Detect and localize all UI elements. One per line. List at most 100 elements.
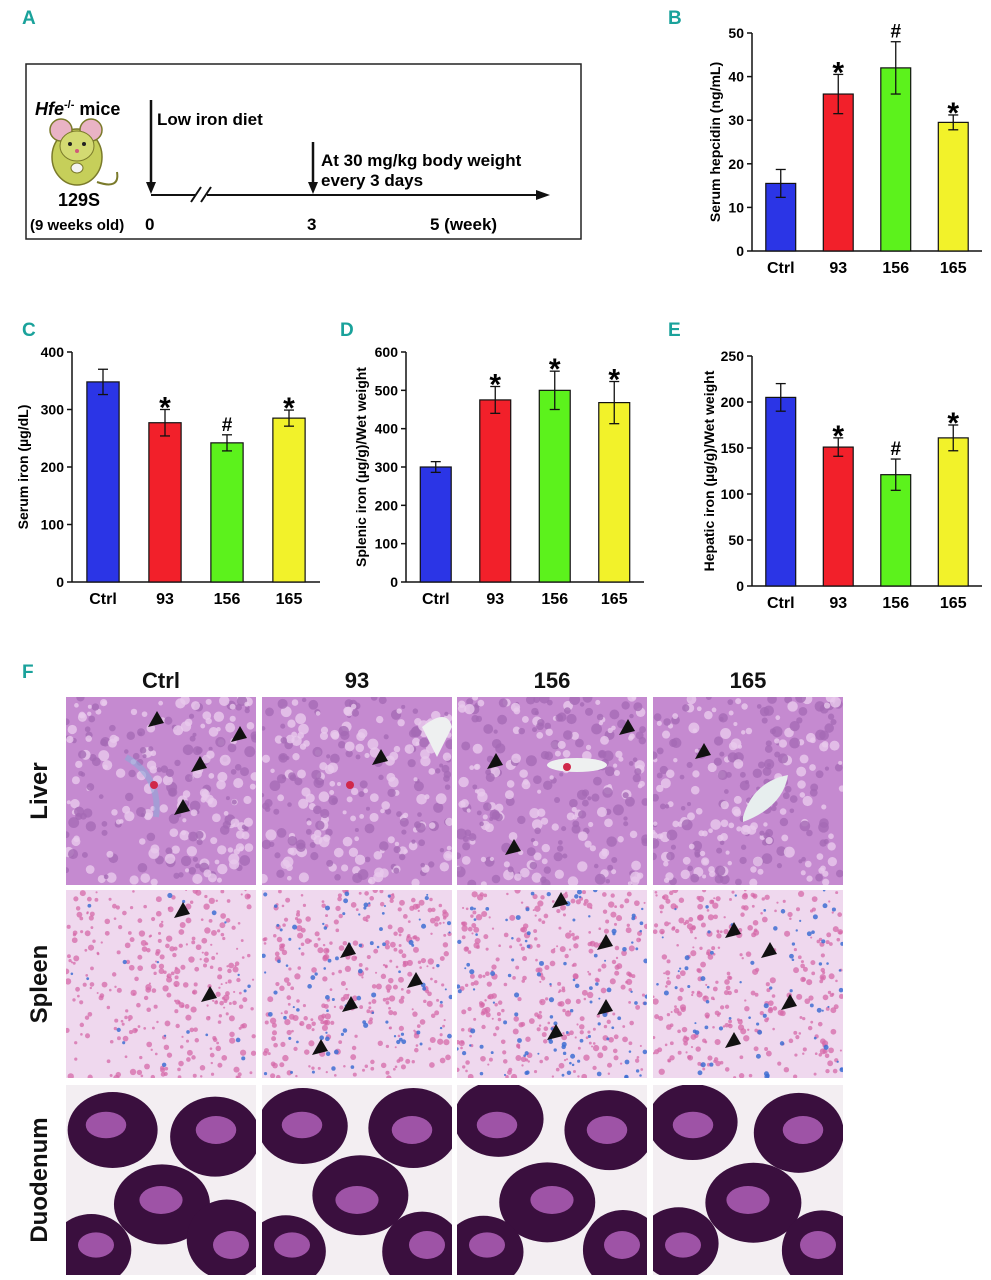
histology-image-liver-93: [262, 697, 452, 885]
chart-b-category-label: 156: [882, 260, 909, 277]
strain-gene-label: Hfe-/- mice: [35, 99, 120, 119]
chart-e-ytick-label: 200: [721, 394, 745, 410]
histology-arrowhead: [372, 749, 388, 765]
time-tick-5: 5 (week): [430, 215, 497, 234]
histology-arrowhead: [552, 892, 568, 908]
chart-c-ytick-label: 0: [56, 574, 64, 590]
histology-arrowhead: [201, 986, 217, 1002]
chart-e-bar-ctrl: [765, 396, 797, 587]
chart-c-significance-marker: *: [283, 392, 295, 425]
chart-e-category-label: 156: [882, 595, 909, 612]
histology-image-liver-156: [457, 697, 647, 885]
chart-c-ytick-label: 400: [41, 344, 65, 360]
chart-b-ytick-label: 50: [728, 25, 744, 41]
chart-b-ylabel: Serum hepcidin (ng/mL): [707, 62, 723, 222]
chart-c-bar-156: [210, 442, 244, 583]
histology-column-165: 165: [729, 668, 767, 693]
histology-image-spleen-ctrl: [66, 890, 256, 1078]
panel-label-a: A: [22, 8, 36, 29]
histology-image-spleen-156: [457, 890, 647, 1078]
strain-name: 129S: [58, 190, 100, 210]
age-label: (9 weeks old): [30, 217, 124, 234]
histology-arrowhead: [725, 922, 741, 938]
diet-label: Low iron diet: [157, 110, 263, 129]
chart-e-ytick-label: 50: [728, 532, 744, 548]
time-tick-0: 0: [145, 215, 154, 234]
chart-d-bar-ctrl: [419, 466, 452, 583]
chart-e-bar-93: [822, 446, 854, 587]
histology-image-spleen-93: [262, 890, 452, 1078]
chart-e-significance-marker: *: [947, 407, 959, 440]
chart-e-ytick-label: 0: [736, 578, 744, 594]
chart-d-category-label: 165: [601, 591, 628, 608]
histology-arrowhead: [725, 1032, 741, 1048]
histology-arrowhead: [312, 1039, 328, 1055]
chart-d-ytick-label: 200: [375, 497, 399, 513]
histology-arrowhead: [547, 1024, 563, 1040]
histology-arrowhead: [231, 726, 247, 742]
dose-label-line1: At 30 mg/kg body weight: [321, 151, 522, 170]
chart-d-ytick-label: 0: [390, 574, 398, 590]
chart-e-category-label: Ctrl: [767, 595, 795, 612]
chart-b-significance-marker: *: [832, 56, 844, 89]
chart-c-category-label: 165: [276, 591, 303, 608]
histology-arrowhead: [191, 756, 207, 772]
histology-arrowhead: [695, 743, 711, 759]
chart-d-category-label: Ctrl: [422, 591, 450, 608]
chart-c-significance-marker: *: [159, 392, 171, 425]
histology-arrowhead: [342, 996, 358, 1012]
chart-e-ytick-label: 250: [721, 348, 745, 364]
histology-arrowhead: [761, 942, 777, 958]
chart-b-category-label: 93: [829, 260, 847, 277]
panel-label-e: E: [668, 320, 681, 341]
chart-b-category-label: Ctrl: [767, 260, 795, 277]
chart-b-ytick-label: 40: [728, 69, 744, 85]
chart-c-category-label: Ctrl: [89, 591, 117, 608]
experiment-schematic: Hfe-/- mice 129S (9 weeks old) Low iron …: [25, 63, 582, 240]
histology-image-duodenum-165: [653, 1085, 843, 1275]
chart-c-ylabel: Serum iron (µg/dL): [16, 405, 31, 530]
chart-e-bar-165: [937, 437, 969, 587]
panel-label-d: D: [340, 320, 354, 341]
chart-c-serum-iron: Serum iron (µg/dL) 0 100 200 300 400 Ctrl 93 * 15…: [16, 344, 320, 608]
chart-d-significance-marker: *: [549, 353, 561, 386]
chart-b-category-label: 165: [940, 260, 967, 277]
histology-arrowhead: [174, 902, 190, 918]
histology-column-93: 93: [344, 668, 370, 693]
histology-image-duodenum-ctrl: [66, 1085, 256, 1275]
panel-label-c: C: [22, 320, 36, 341]
chart-e-hepatic-iron: Hepatic iron (µg/g)/Wet weight 0 50 100 150 2…: [701, 348, 982, 612]
histology-arrowhead: [505, 839, 521, 855]
chart-d-significance-marker: *: [608, 364, 620, 397]
chart-c-category-label: 156: [214, 591, 241, 608]
chart-e-significance-marker: *: [832, 420, 844, 453]
histology-image-liver-ctrl: [66, 697, 256, 885]
chart-c-bar-ctrl: [86, 381, 120, 583]
chart-b-ytick-label: 30: [728, 112, 744, 128]
dose-label-line2: every 3 days: [321, 171, 423, 190]
histology-arrowhead: [407, 972, 423, 988]
chart-b-ytick-label: 20: [728, 156, 744, 172]
chart-c-ytick-label: 200: [41, 459, 65, 475]
chart-e-bar-156: [880, 474, 912, 587]
chart-d-category-label: 156: [541, 591, 568, 608]
chart-d-bar-93: [479, 399, 512, 583]
axis-break: [190, 186, 202, 203]
histology-arrowhead: [340, 942, 356, 958]
chart-d-significance-marker: *: [489, 369, 501, 402]
chart-d-category-label: 93: [486, 591, 504, 608]
histology-column-156: 156: [533, 668, 571, 693]
histology-arrowhead: [781, 994, 797, 1010]
histology-arrowhead: [597, 999, 613, 1015]
chart-e-ylabel: Hepatic iron (µg/g)/Wet weight: [701, 370, 717, 571]
chart-e-ytick-label: 100: [721, 486, 745, 502]
chart-c-ytick-label: 100: [41, 517, 65, 533]
chart-b-bar-156: [880, 67, 912, 252]
chart-e-ytick-label: 150: [721, 440, 745, 456]
chart-d-ytick-label: 600: [375, 344, 399, 360]
chart-d-ytick-label: 400: [375, 421, 399, 437]
chart-b-ytick-label: 0: [736, 243, 744, 259]
histology-arrowhead: [174, 799, 190, 815]
chart-e-significance-marker: #: [890, 439, 901, 460]
histology-row-liver: Liver: [26, 762, 53, 820]
